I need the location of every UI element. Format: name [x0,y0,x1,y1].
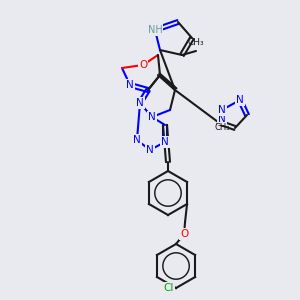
Text: O: O [139,60,147,70]
Text: N: N [136,98,144,108]
Text: Cl: Cl [164,283,174,293]
Text: N: N [148,112,156,122]
Text: O: O [139,60,147,70]
Text: N: N [146,145,154,155]
Text: N: N [126,80,134,90]
Text: CH₃: CH₃ [214,124,230,133]
Text: Cl: Cl [164,283,174,293]
Text: N: N [218,105,226,115]
Text: N: N [148,112,156,122]
Text: O: O [180,229,188,239]
Text: NH: NH [148,25,162,35]
Text: O: O [180,229,188,239]
Text: CH₃: CH₃ [188,38,204,47]
Text: N: N [133,135,141,145]
Text: N: N [218,114,226,124]
Text: NH: NH [148,25,162,35]
Text: N: N [236,95,244,105]
Text: N: N [236,95,244,105]
Text: N: N [136,98,144,108]
Text: N: N [146,145,154,155]
Text: N: N [133,135,141,145]
Text: N: N [161,137,169,147]
Text: N: N [126,80,134,90]
Text: N: N [161,137,169,147]
